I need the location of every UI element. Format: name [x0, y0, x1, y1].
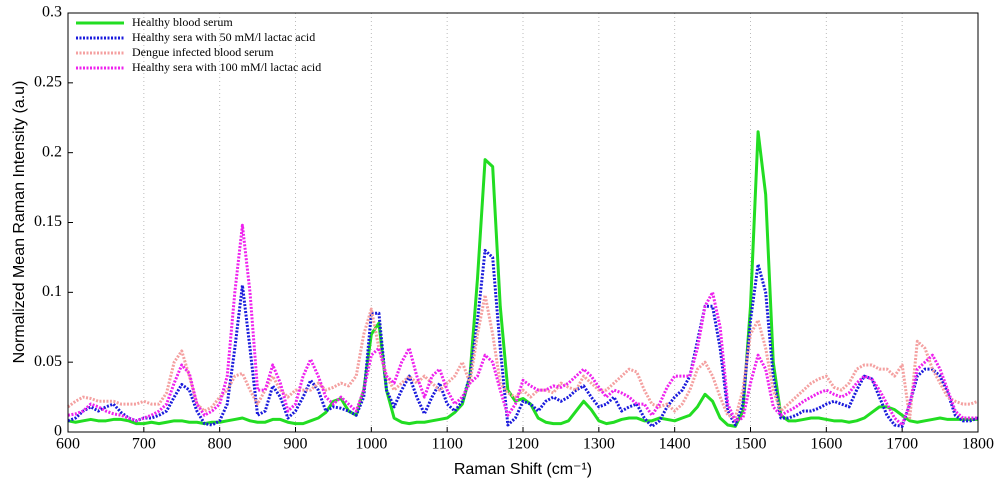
plot-frame [67, 12, 979, 433]
legend-label: Healthy sera with 50 mM/l lactac acid [132, 30, 315, 44]
legend-label: Healthy blood serum [132, 15, 233, 29]
y-tick-label: 0.3 [42, 4, 62, 21]
x-tick-label: 1300 [583, 436, 615, 453]
x-tick-label: 900 [284, 436, 308, 453]
x-tick-label: 1000 [355, 436, 387, 453]
y-tick-label: 0.1 [42, 283, 62, 300]
series-line [67, 223, 978, 427]
x-tick-label: 1200 [507, 436, 539, 453]
y-tick-label: 0.2 [42, 143, 62, 160]
series-line [67, 293, 979, 420]
series-line [67, 130, 978, 428]
x-tick-label: 600 [56, 436, 80, 453]
y-tick-label: 0 [54, 423, 62, 440]
x-tick-label: 1700 [886, 436, 918, 453]
x-tick-label: 1600 [810, 436, 842, 453]
x-tick-label: 1500 [735, 436, 767, 453]
x-tick-label: 700 [132, 436, 156, 453]
x-tick-label: 800 [208, 436, 232, 453]
x-tick-label: 1100 [431, 436, 462, 453]
y-tick-label: 0.15 [34, 213, 62, 230]
x-tick-label: 1400 [659, 436, 691, 453]
y-tick-label: 0.05 [34, 353, 62, 370]
y-axis-label: Normalized Mean Raman Intensity (a.u) [11, 81, 28, 364]
series-line [67, 248, 979, 428]
legend-label: Dengue infected blood serum [132, 45, 274, 59]
x-axis-label: Raman Shift (cm⁻¹) [454, 461, 592, 478]
y-tick-label: 0.25 [34, 74, 62, 91]
legend-label: Healthy sera with 100 mM/l lactac acid [132, 60, 321, 74]
x-tick-label: 1800 [962, 436, 994, 453]
